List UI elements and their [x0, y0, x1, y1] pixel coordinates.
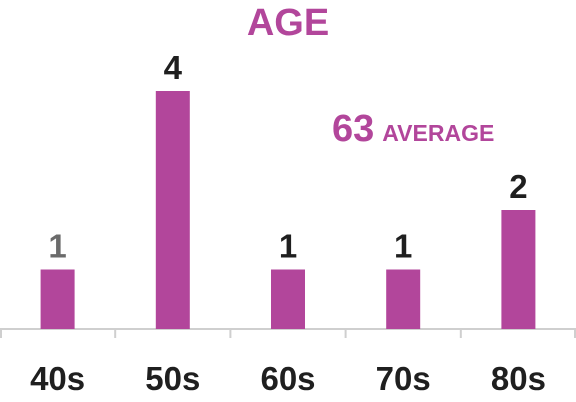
- category-label-60s: 60s: [260, 360, 315, 397]
- data-label-70s: 1: [394, 228, 412, 265]
- category-label-70s: 70s: [376, 360, 431, 397]
- bar-60s: [271, 269, 305, 329]
- bar-40s: [40, 269, 75, 329]
- average-label: AVERAGE: [382, 120, 495, 146]
- category-label-80s: 80s: [491, 360, 546, 397]
- average-annotation: 63 AVERAGE: [332, 108, 494, 151]
- data-label-80s: 2: [509, 168, 527, 205]
- data-label-50s: 4: [164, 49, 183, 86]
- bar-50s: [155, 91, 190, 329]
- data-label-40s: 1: [48, 228, 66, 265]
- category-label-40s: 40s: [30, 360, 85, 397]
- chart-title: AGE: [246, 2, 330, 44]
- category-label-50s: 50s: [145, 360, 200, 397]
- bar-80s: [501, 210, 536, 329]
- average-value: 63: [332, 108, 375, 150]
- data-label-60s: 1: [279, 228, 297, 265]
- bar-70s: [386, 269, 421, 329]
